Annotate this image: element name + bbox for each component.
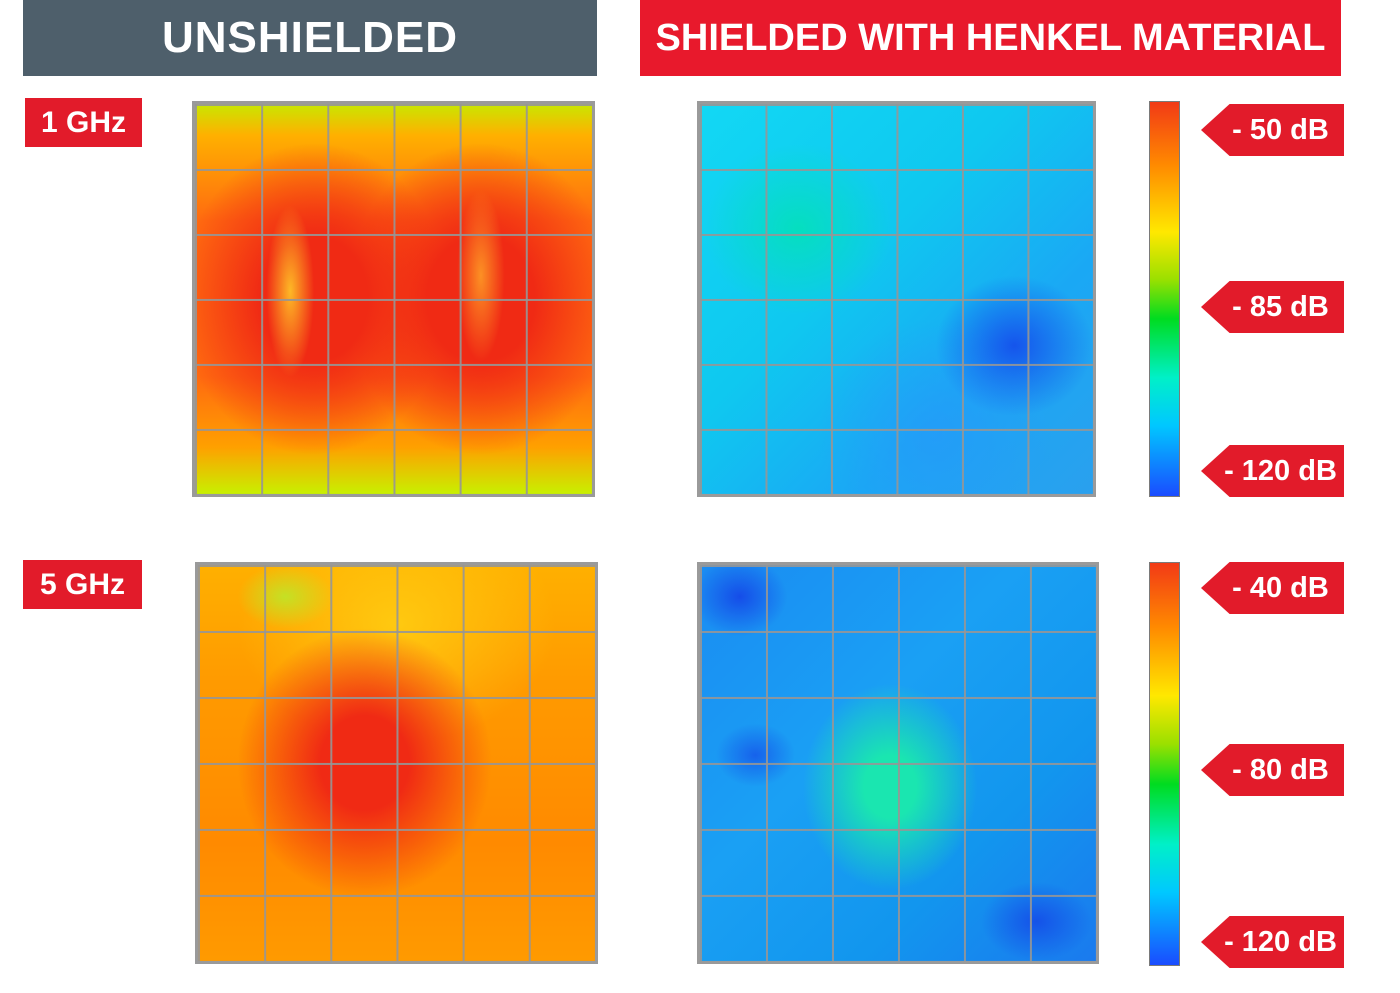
frequency-label-1ghz: 1 GHz [25, 98, 142, 147]
color-scale-bar-5ghz [1149, 562, 1180, 966]
heatmap-grid [700, 565, 1096, 961]
scale-label-top-5ghz: - 40 dB [1201, 562, 1344, 614]
shielded-header: SHIELDED WITH HENKEL MATERIAL [640, 0, 1341, 76]
scale-label-top-1ghz: - 50 dB [1201, 104, 1344, 156]
heatmap-shielded-5ghz [697, 562, 1099, 964]
scale-label-bottom-5ghz: - 120 dB [1201, 916, 1344, 968]
frequency-label-5ghz: 5 GHz [23, 560, 142, 609]
heatmap-unshielded-1ghz [192, 101, 595, 497]
scale-label-mid-5ghz: - 80 dB [1201, 744, 1344, 796]
heatmap-shielded-1ghz [697, 101, 1096, 497]
scale-label-bottom-1ghz: - 120 dB [1201, 445, 1344, 497]
heatmap-grid [195, 104, 592, 494]
unshielded-header: UNSHIELDED [23, 0, 597, 76]
heatmap-grid [198, 565, 595, 961]
color-scale-bar-1ghz [1149, 101, 1180, 497]
heatmap-grid [700, 104, 1093, 494]
scale-label-mid-1ghz: - 85 dB [1201, 281, 1344, 333]
heatmap-unshielded-5ghz [195, 562, 598, 964]
